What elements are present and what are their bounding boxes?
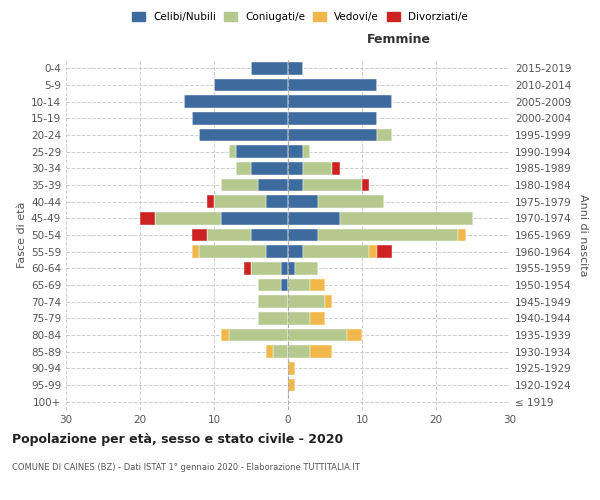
- Bar: [288, 196, 317, 208]
- Bar: [332, 162, 340, 174]
- Bar: [236, 146, 288, 158]
- Bar: [288, 62, 303, 74]
- Bar: [244, 262, 251, 274]
- Bar: [458, 229, 466, 241]
- Bar: [288, 379, 295, 391]
- Bar: [221, 179, 259, 192]
- Y-axis label: Fasce di età: Fasce di età: [17, 202, 27, 268]
- Bar: [266, 246, 288, 258]
- Bar: [288, 312, 310, 324]
- Bar: [362, 179, 370, 192]
- Bar: [288, 212, 340, 224]
- Bar: [310, 346, 332, 358]
- Bar: [259, 279, 281, 291]
- Legend: Celibi/Nubili, Coniugati/e, Vedovi/e, Divorziati/e: Celibi/Nubili, Coniugati/e, Vedovi/e, Di…: [130, 10, 470, 24]
- Bar: [251, 162, 288, 174]
- Bar: [317, 196, 384, 208]
- Bar: [288, 179, 303, 192]
- Bar: [221, 329, 229, 341]
- Bar: [214, 196, 266, 208]
- Bar: [259, 312, 288, 324]
- Bar: [155, 212, 221, 224]
- Bar: [288, 329, 347, 341]
- Bar: [229, 329, 288, 341]
- Y-axis label: Anni di nascita: Anni di nascita: [578, 194, 588, 276]
- Bar: [340, 212, 473, 224]
- Bar: [214, 79, 288, 92]
- Bar: [221, 212, 288, 224]
- Bar: [288, 96, 392, 108]
- Bar: [310, 279, 325, 291]
- Bar: [281, 279, 288, 291]
- Bar: [251, 262, 281, 274]
- Bar: [370, 246, 377, 258]
- Bar: [266, 196, 288, 208]
- Bar: [288, 346, 310, 358]
- Text: Popolazione per età, sesso e stato civile - 2020: Popolazione per età, sesso e stato civil…: [12, 432, 343, 446]
- Bar: [199, 129, 288, 141]
- Bar: [281, 262, 288, 274]
- Bar: [192, 112, 288, 124]
- Bar: [347, 329, 362, 341]
- Bar: [184, 96, 288, 108]
- Bar: [377, 246, 392, 258]
- Bar: [325, 296, 332, 308]
- Bar: [288, 246, 303, 258]
- Bar: [288, 79, 377, 92]
- Bar: [303, 246, 370, 258]
- Bar: [288, 112, 377, 124]
- Bar: [199, 246, 266, 258]
- Bar: [303, 179, 362, 192]
- Bar: [288, 362, 295, 374]
- Bar: [206, 196, 214, 208]
- Bar: [288, 129, 377, 141]
- Bar: [288, 146, 303, 158]
- Bar: [288, 262, 295, 274]
- Text: COMUNE DI CAINES (BZ) - Dati ISTAT 1° gennaio 2020 - Elaborazione TUTTITALIA.IT: COMUNE DI CAINES (BZ) - Dati ISTAT 1° ge…: [12, 462, 360, 471]
- Bar: [273, 346, 288, 358]
- Bar: [266, 346, 273, 358]
- Bar: [288, 296, 325, 308]
- Bar: [251, 229, 288, 241]
- Text: Femmine: Femmine: [367, 33, 431, 46]
- Bar: [236, 162, 251, 174]
- Bar: [288, 279, 310, 291]
- Bar: [251, 62, 288, 74]
- Bar: [206, 229, 251, 241]
- Bar: [310, 312, 325, 324]
- Bar: [295, 262, 317, 274]
- Bar: [288, 162, 303, 174]
- Bar: [229, 146, 236, 158]
- Bar: [192, 246, 199, 258]
- Bar: [192, 229, 206, 241]
- Bar: [303, 146, 310, 158]
- Bar: [377, 129, 392, 141]
- Bar: [288, 229, 317, 241]
- Bar: [259, 296, 288, 308]
- Bar: [317, 229, 458, 241]
- Bar: [140, 212, 155, 224]
- Bar: [259, 179, 288, 192]
- Bar: [303, 162, 332, 174]
